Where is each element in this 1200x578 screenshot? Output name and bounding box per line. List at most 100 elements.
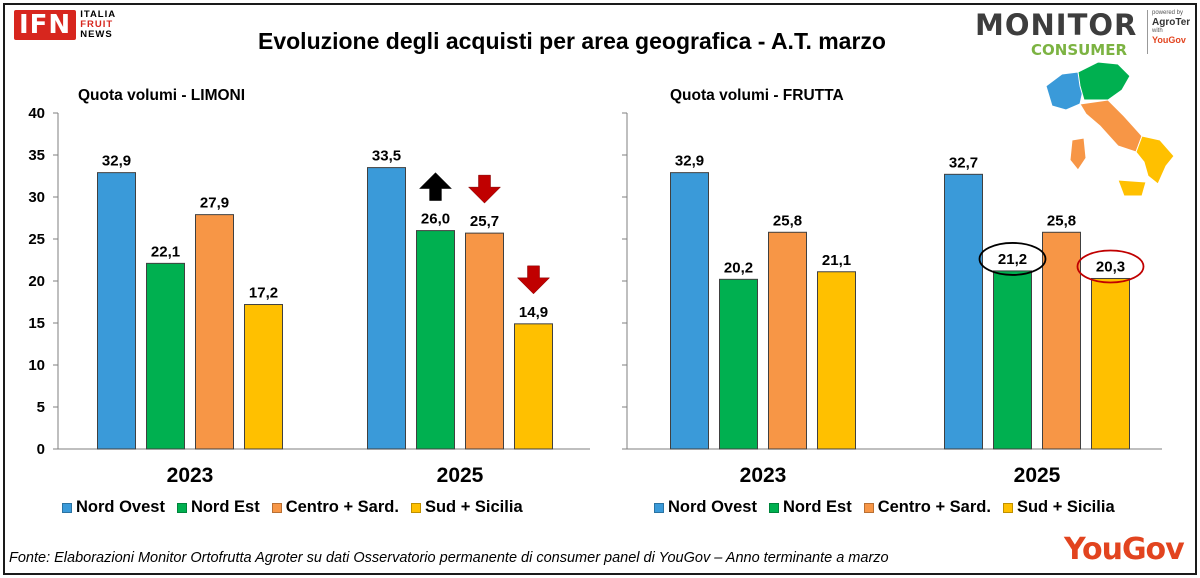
x-category-label: 2025 (1014, 464, 1061, 487)
ifn-logo: IFN ITALIA FRUIT NEWS (14, 10, 116, 40)
legend-swatch (271, 502, 282, 513)
bar-sud-sicilia-2025 (514, 323, 553, 450)
data-label: 20,3 (1096, 258, 1125, 275)
legend-label: Nord Est (190, 498, 260, 516)
ifn-logo-line2: FRUIT (80, 19, 114, 30)
legend-limoni: Nord Ovest Nord Est Centro + Sard. Sud + Si… (62, 498, 535, 517)
legend-item-nord-ovest: Nord Ovest (62, 498, 165, 517)
legend-item-centro-sard: Centro + Sard. (271, 498, 399, 517)
bar-nord-est-2023 (719, 278, 758, 450)
with-text: with (1152, 28, 1163, 34)
bar-centro-sard-2025 (465, 232, 504, 450)
map-region-centro (1079, 99, 1143, 153)
legend-item-centro-sard: Centro + Sard. (863, 498, 991, 517)
legend-swatch (863, 502, 874, 513)
data-label: 14,9 (519, 304, 548, 321)
data-label: 27,9 (200, 195, 229, 212)
yougov-small-text: YouGov (1152, 35, 1186, 45)
data-label: 32,7 (949, 154, 978, 171)
y-tick-label: 10 (28, 357, 45, 374)
data-label: 22,1 (151, 243, 180, 260)
yougov-logo: YouGov (1064, 532, 1185, 567)
legend-label: Sud + Sicilia (424, 498, 523, 516)
bar-nord-est-2023 (146, 262, 185, 450)
bar-centro-sard-2025 (1042, 231, 1081, 450)
legend-item-nord-est: Nord Est (768, 498, 852, 517)
legend-frutta: Nord Ovest Nord Est Centro + Sard. Sud + Si… (654, 498, 1127, 517)
x-category-label: 2023 (167, 464, 214, 487)
chart-title: Evoluzione degli acquisti per area geogr… (258, 28, 886, 54)
legend-swatch (768, 502, 779, 513)
bar-nord-est-2025 (416, 230, 455, 450)
legend-item-sud-sicilia: Sud + Sicilia (1002, 498, 1115, 517)
powered-by-text: powered by (1152, 10, 1184, 16)
chart-subtitle: Quota volumi - FRUTTA (670, 87, 844, 104)
y-tick-label: 30 (28, 189, 45, 206)
bar-nord-ovest-2025 (367, 167, 406, 450)
y-tick-label: 40 (28, 105, 45, 122)
y-tick-label: 20 (28, 273, 45, 290)
data-label: 26,0 (421, 211, 450, 228)
legend-item-nord-est: Nord Est (176, 498, 260, 517)
map-region-sud (1135, 135, 1175, 185)
legend-label: Centro + Sard. (877, 498, 991, 516)
ifn-logo-words: ITALIA FRUIT NEWS (80, 10, 116, 40)
legend-swatch (1002, 502, 1013, 513)
map-region-sicilia (1117, 179, 1147, 197)
y-tick-label: 35 (28, 147, 45, 164)
data-label: 21,2 (998, 251, 1027, 268)
bar-nord-ovest-2023 (670, 172, 709, 450)
chart-limoni: Quota volumi - LIMONI051015202530354032,… (28, 87, 590, 487)
bar-nord-ovest-2023 (97, 172, 136, 450)
x-category-label: 2025 (437, 464, 484, 487)
y-tick-label: 25 (28, 231, 45, 248)
chart-subtitle: Quota volumi - LIMONI (78, 87, 245, 104)
arrow-down-icon (467, 174, 502, 204)
map-region-sardegna (1069, 137, 1087, 171)
map-region-nord-est (1077, 61, 1131, 101)
legend-label: Nord Est (782, 498, 852, 516)
data-label: 25,7 (470, 213, 499, 230)
y-tick-label: 5 (37, 399, 45, 416)
data-label: 32,9 (102, 153, 131, 170)
y-tick-label: 15 (28, 315, 45, 332)
arrow-down-icon (516, 265, 551, 295)
legend-swatch (410, 502, 421, 513)
bar-sud-sicilia-2025 (1091, 277, 1130, 450)
legend-item-sud-sicilia: Sud + Sicilia (410, 498, 523, 517)
legend-swatch (176, 502, 187, 513)
ifn-logo-mark: IFN (14, 10, 77, 40)
monitor-logo-word: MONITOR (975, 8, 1138, 42)
data-label: 25,8 (1047, 212, 1076, 229)
chart-frutta: Quota volumi - FRUTTA 32,9 20,2 25,8 21,1 202… (622, 87, 1162, 487)
y-tick-label: 0 (37, 441, 45, 458)
bar-sud-sicilia-2023 (244, 304, 283, 450)
x-category-label: 2023 (740, 464, 787, 487)
legend-label: Centro + Sard. (285, 498, 399, 516)
ifn-logo-line1: ITALIA (80, 9, 117, 20)
legend-label: Nord Ovest (668, 498, 757, 516)
bar-centro-sard-2023 (195, 214, 234, 450)
legend-label: Nord Ovest (76, 498, 165, 516)
ifn-logo-line3: NEWS (80, 29, 113, 40)
bar-centro-sard-2023 (768, 231, 807, 450)
bar-nord-est-2025 (993, 270, 1032, 450)
consumer-logo-word: CONSUMER (1031, 41, 1128, 59)
bar-sud-sicilia-2023 (817, 271, 856, 450)
source-note: Fonte: Elaborazioni Monitor Ortofrutta A… (9, 550, 889, 566)
italy-map-icon (1045, 61, 1175, 197)
powered-by-badge: powered by AgroTer with YouGov (1147, 10, 1191, 54)
bar-nord-ovest-2025 (944, 173, 983, 450)
highlight-ellipse-icon (1076, 249, 1145, 284)
legend-swatch (62, 502, 72, 513)
arrow-up-icon (418, 172, 453, 201)
legend-swatch (654, 502, 664, 513)
data-label: 21,1 (822, 252, 851, 269)
agroter-text: AgroTer (1152, 17, 1191, 28)
data-label: 32,9 (675, 153, 704, 170)
data-label: 33,5 (372, 148, 401, 165)
data-label: 25,8 (773, 212, 802, 229)
legend-item-nord-ovest: Nord Ovest (654, 498, 757, 517)
data-label: 20,2 (724, 259, 753, 276)
